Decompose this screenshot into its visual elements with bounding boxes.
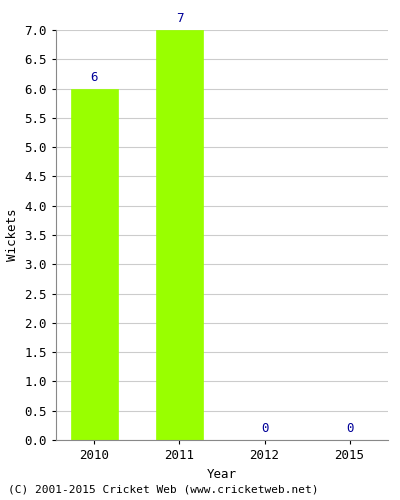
Text: 0: 0: [346, 422, 353, 436]
Text: 6: 6: [91, 71, 98, 84]
Bar: [156, 30, 203, 440]
Text: 0: 0: [261, 422, 268, 436]
Y-axis label: Wickets: Wickets: [6, 209, 19, 261]
Text: 7: 7: [176, 12, 183, 26]
X-axis label: Year: Year: [207, 468, 237, 480]
Text: (C) 2001-2015 Cricket Web (www.cricketweb.net): (C) 2001-2015 Cricket Web (www.cricketwe…: [8, 485, 318, 495]
Bar: [71, 88, 118, 440]
